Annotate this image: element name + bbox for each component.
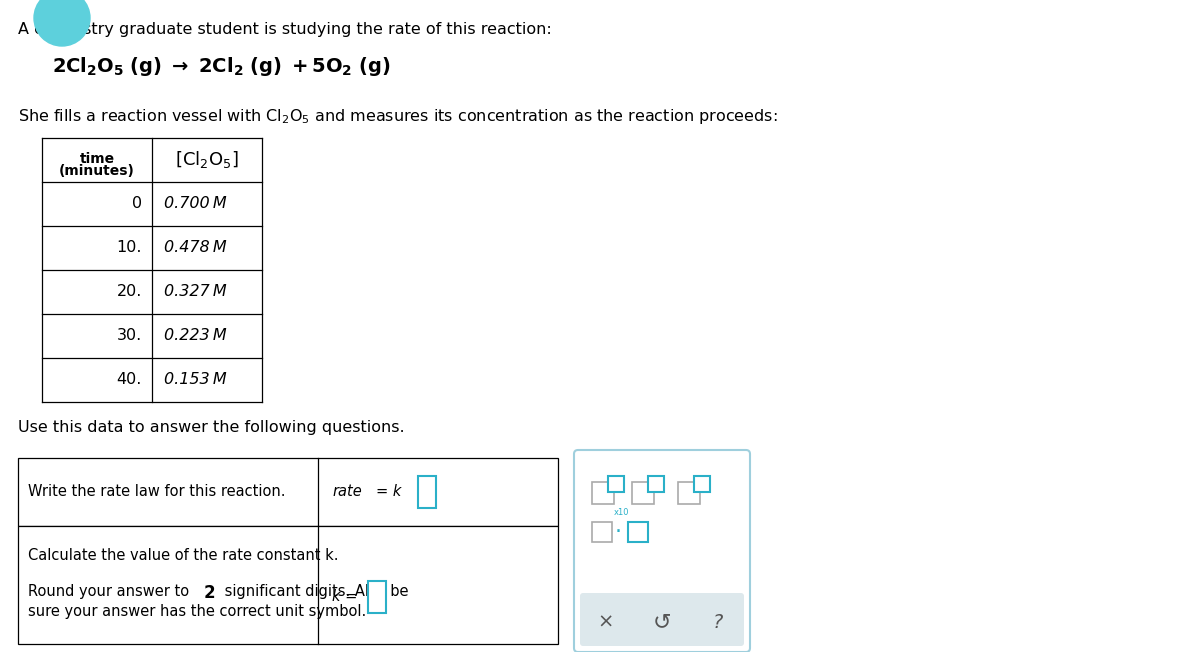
Text: Round your answer to: Round your answer to	[28, 584, 193, 599]
Text: 0: 0	[132, 196, 142, 211]
Text: Calculate the value of the rate constant k.: Calculate the value of the rate constant…	[28, 548, 338, 563]
Bar	[592, 482, 614, 504]
Circle shape	[34, 0, 90, 46]
Text: significant digits. Also be: significant digits. Also be	[220, 584, 408, 599]
Text: 30.: 30.	[116, 329, 142, 344]
Bar	[18, 526, 558, 644]
Text: 0.223 M: 0.223 M	[164, 329, 227, 344]
Text: Write the rate law for this reaction.: Write the rate law for this reaction.	[28, 484, 286, 499]
Text: $\mathregular{[Cl_2O_5]}$: $\mathregular{[Cl_2O_5]}$	[175, 149, 239, 171]
Text: ↺: ↺	[653, 612, 671, 632]
Text: 0.700 M: 0.700 M	[164, 196, 227, 211]
Bar	[628, 522, 648, 542]
Bar	[678, 482, 700, 504]
Text: Use this data to answer the following questions.: Use this data to answer the following qu…	[18, 420, 404, 435]
Text: sure your answer has the correct unit symbol.: sure your answer has the correct unit sy…	[28, 604, 366, 619]
Text: time: time	[79, 152, 114, 166]
Text: 0.327 M: 0.327 M	[164, 284, 227, 299]
FancyBboxPatch shape	[580, 593, 744, 646]
Text: She fills a reaction vessel with $\mathregular{Cl_2O_5}$ and measures its concen: She fills a reaction vessel with $\mathr…	[18, 107, 778, 126]
Text: ?: ?	[713, 612, 724, 632]
Text: A chemistry graduate student is studying the rate of this reaction:: A chemistry graduate student is studying…	[18, 22, 552, 37]
Text: k =: k =	[332, 589, 358, 604]
Text: 10.: 10.	[116, 241, 142, 256]
Text: 20.: 20.	[116, 284, 142, 299]
Bar	[18, 458, 558, 526]
Bar	[648, 476, 664, 492]
Bar	[592, 522, 612, 542]
Text: = k: = k	[376, 484, 401, 499]
Bar	[608, 476, 624, 492]
FancyBboxPatch shape	[574, 450, 750, 652]
Text: x10: x10	[614, 508, 630, 517]
Bar	[632, 482, 654, 504]
Text: (minutes): (minutes)	[59, 164, 134, 178]
Text: ×: ×	[598, 612, 614, 632]
Text: $\mathbf{2Cl_2O_5\ (g)\ \rightarrow\ 2Cl_2\ (g)\ +5O_2\ (g)}$: $\mathbf{2Cl_2O_5\ (g)\ \rightarrow\ 2Cl…	[52, 55, 390, 78]
Text: 40.: 40.	[116, 372, 142, 387]
Text: rate: rate	[332, 484, 361, 499]
Text: 0.153 M: 0.153 M	[164, 372, 227, 387]
Bar	[694, 476, 710, 492]
Text: 2: 2	[204, 584, 216, 602]
Bar	[418, 476, 436, 508]
Text: 0.478 M: 0.478 M	[164, 241, 227, 256]
Text: ·: ·	[614, 522, 622, 542]
Bar	[368, 581, 386, 613]
